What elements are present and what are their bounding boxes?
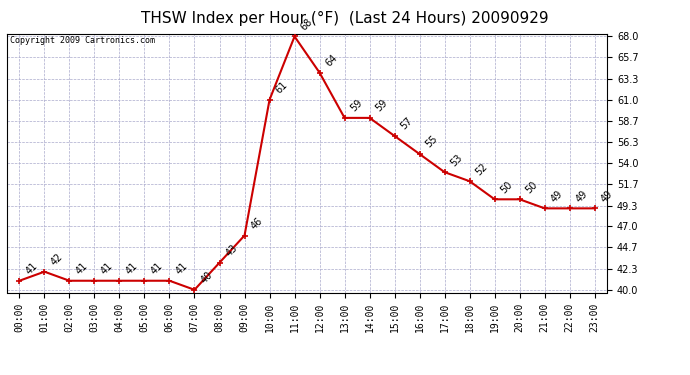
- Text: 41: 41: [148, 261, 164, 277]
- Text: 42: 42: [48, 252, 64, 267]
- Text: 64: 64: [324, 53, 339, 69]
- Text: 52: 52: [474, 161, 490, 177]
- Text: THSW Index per Hour (°F)  (Last 24 Hours) 20090929: THSW Index per Hour (°F) (Last 24 Hours)…: [141, 11, 549, 26]
- Text: 50: 50: [499, 179, 515, 195]
- Text: 41: 41: [74, 261, 89, 277]
- Text: 57: 57: [399, 116, 415, 132]
- Text: 49: 49: [574, 189, 589, 204]
- Text: 49: 49: [549, 189, 564, 204]
- Text: 41: 41: [124, 261, 139, 277]
- Text: 68: 68: [299, 16, 315, 32]
- Text: 59: 59: [374, 98, 390, 114]
- Text: 53: 53: [448, 152, 464, 168]
- Text: 41: 41: [99, 261, 115, 277]
- Text: 50: 50: [524, 179, 540, 195]
- Text: 55: 55: [424, 134, 440, 150]
- Text: Copyright 2009 Cartronics.com: Copyright 2009 Cartronics.com: [10, 36, 155, 45]
- Text: 41: 41: [174, 261, 189, 277]
- Text: 49: 49: [599, 189, 615, 204]
- Text: 43: 43: [224, 243, 239, 258]
- Text: 61: 61: [274, 80, 289, 96]
- Text: 41: 41: [23, 261, 39, 277]
- Text: 40: 40: [199, 270, 215, 286]
- Text: 59: 59: [348, 98, 364, 114]
- Text: 46: 46: [248, 216, 264, 231]
